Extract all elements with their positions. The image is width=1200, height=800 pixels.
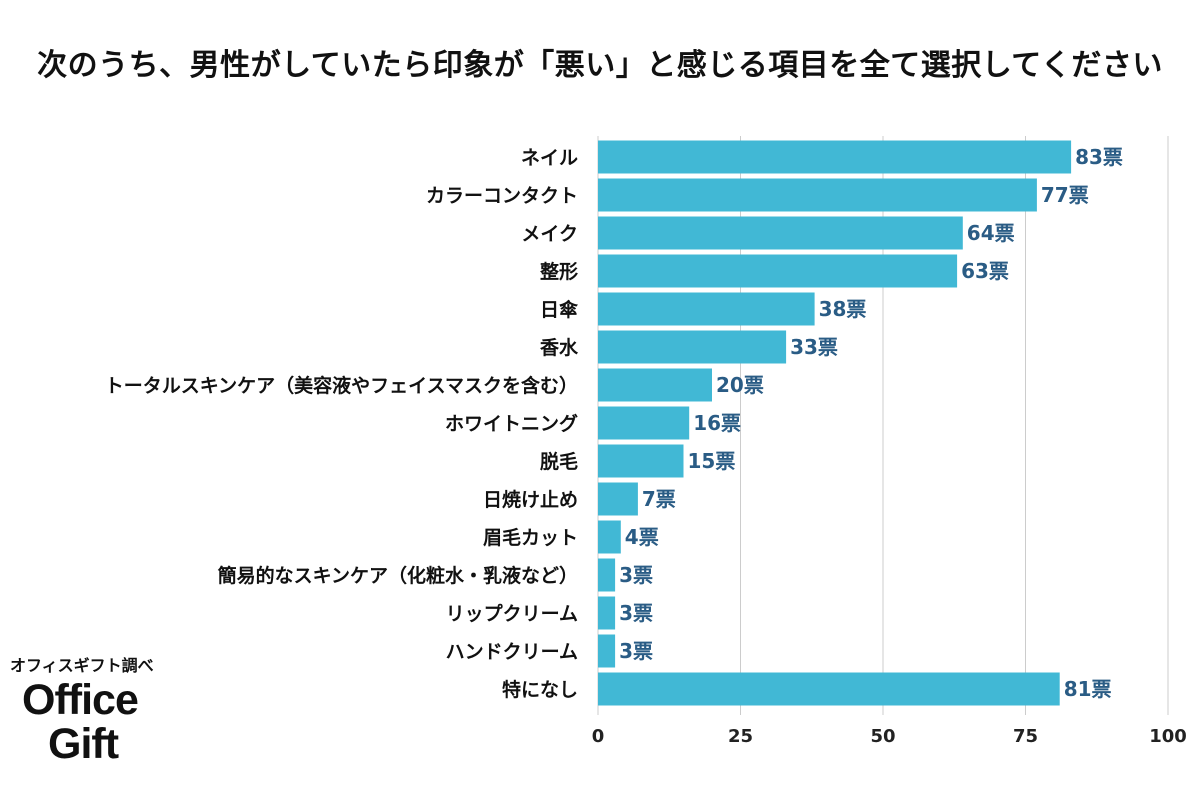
x-tick-label: 25 <box>728 726 753 747</box>
category-label: トータルスキンケア（美容液やフェイスマスクを含む） <box>105 374 578 397</box>
x-tick-label: 75 <box>1013 726 1038 747</box>
value-label: 83票 <box>1075 145 1123 169</box>
category-label: ホワイトニング <box>445 412 578 435</box>
category-label: 整形 <box>540 260 578 283</box>
value-label: 63票 <box>961 259 1009 283</box>
bar <box>598 558 616 592</box>
bar <box>598 444 684 478</box>
bar <box>598 634 616 668</box>
value-label: 33票 <box>790 335 838 359</box>
bar <box>598 368 712 402</box>
value-label: 16票 <box>693 411 741 435</box>
category-label: ネイル <box>521 147 578 169</box>
category-label: ハンドクリーム <box>446 641 578 663</box>
value-label: 3票 <box>619 639 653 663</box>
category-label: カラーコンタクト <box>426 185 578 207</box>
value-label: 3票 <box>619 563 653 587</box>
category-label: 脱毛 <box>540 450 578 473</box>
bar <box>598 330 787 364</box>
bar <box>598 520 621 554</box>
x-axis-ticks: 0 25 50 75 100 <box>592 726 1187 747</box>
value-label: 20票 <box>716 373 764 397</box>
logo-line-1: Office <box>22 676 139 724</box>
category-label: 簡易的なスキンケア（化粧水・乳液など） <box>218 564 578 587</box>
value-label: 81票 <box>1064 677 1112 701</box>
x-tick-label: 0 <box>592 726 605 747</box>
category-label: 特になし <box>502 679 578 701</box>
value-label: 15票 <box>688 449 736 473</box>
bar <box>598 482 638 516</box>
category-label: リップクリーム <box>446 602 578 625</box>
x-tick-label: 50 <box>870 726 895 747</box>
logo-line-2: Gift <box>48 720 119 768</box>
category-label: 眉毛カット <box>483 527 578 549</box>
category-label: 香水 <box>539 337 579 359</box>
value-label: 3票 <box>619 601 653 625</box>
bar <box>598 292 815 326</box>
bar <box>598 178 1037 212</box>
bar <box>598 254 958 288</box>
category-label: 日焼け止め <box>483 488 578 511</box>
value-labels: 83票 77票 64票 63票 38票 33票 20票 16票 15票 7票 4票 3票 3票 3票 81票 <box>619 145 1123 701</box>
source-credit: オフィスギフト調べ <box>10 656 154 675</box>
bar <box>598 596 616 630</box>
value-label: 64票 <box>967 221 1015 245</box>
value-label: 7票 <box>642 487 676 511</box>
category-labels: ネイルカラーコンタクトメイク整形日傘香水トータルスキンケア（美容液やフェイスマス… <box>105 147 579 701</box>
chart-title: 次のうち、男性がしていたら印象が「悪い」と感じる項目を全て選択してください <box>37 48 1163 83</box>
office-gift-logo: Office Gift <box>22 676 139 768</box>
value-label: 4票 <box>625 525 659 549</box>
bar <box>598 672 1060 706</box>
bar <box>598 140 1072 174</box>
bar <box>598 216 963 250</box>
bar <box>598 406 690 440</box>
bars <box>598 140 1072 706</box>
category-label: メイク <box>521 223 578 245</box>
value-label: 38票 <box>819 297 867 321</box>
x-tick-label: 100 <box>1149 726 1187 747</box>
value-label: 77票 <box>1041 183 1089 207</box>
category-label: 日傘 <box>540 298 579 321</box>
